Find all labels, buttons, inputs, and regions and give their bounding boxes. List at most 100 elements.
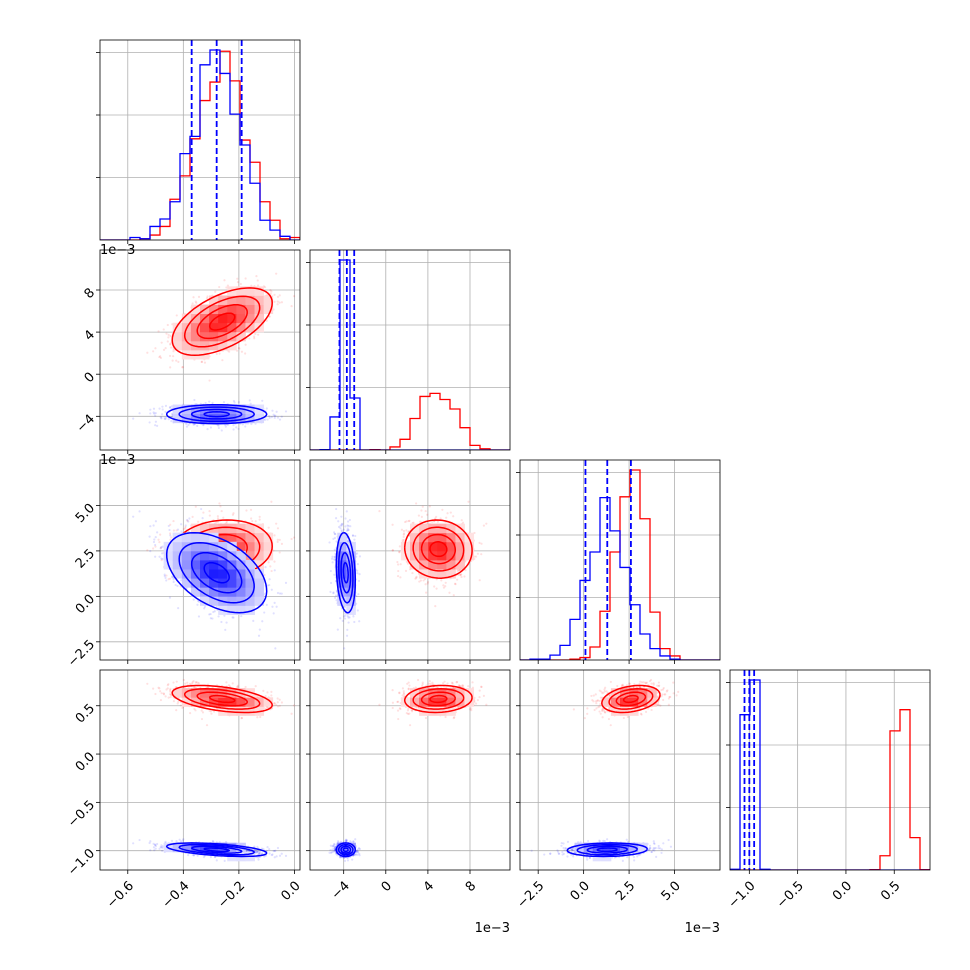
scatter-point bbox=[220, 429, 223, 432]
density-cell bbox=[190, 313, 201, 324]
scatter-point bbox=[270, 569, 273, 573]
density-cell bbox=[245, 413, 255, 424]
scatter-point bbox=[464, 569, 467, 572]
scatter-point bbox=[237, 427, 240, 431]
scatter-point bbox=[217, 426, 220, 430]
scatter-point bbox=[250, 517, 253, 520]
contour-series-1 bbox=[165, 403, 268, 425]
scatter-point bbox=[275, 605, 278, 608]
scatter-point bbox=[184, 524, 187, 527]
scatter-point bbox=[222, 516, 225, 519]
scatter-point bbox=[187, 423, 190, 427]
scatter-point bbox=[192, 423, 195, 426]
scatter-point bbox=[175, 359, 178, 362]
panel-content bbox=[100, 40, 300, 240]
scatter-point bbox=[414, 577, 417, 580]
density-cell bbox=[218, 340, 228, 351]
scatter-point bbox=[263, 611, 266, 614]
scatter-point bbox=[209, 617, 212, 620]
scatter-point bbox=[132, 417, 135, 420]
scatter-point bbox=[160, 557, 163, 560]
scatter-point bbox=[253, 335, 256, 338]
scatter-point bbox=[193, 423, 196, 426]
scatter-point bbox=[158, 555, 161, 558]
scatter-point bbox=[191, 302, 194, 305]
scatter-point bbox=[185, 425, 189, 428]
scatter-point bbox=[211, 617, 214, 620]
scatter-point bbox=[476, 552, 479, 555]
scatter-point bbox=[474, 555, 478, 558]
scatter-point bbox=[154, 347, 157, 350]
scatter-point bbox=[268, 583, 271, 587]
scatter-point bbox=[250, 422, 253, 426]
density-cell bbox=[218, 569, 228, 579]
scatter-point bbox=[206, 428, 209, 431]
scatter-point bbox=[398, 551, 401, 554]
density-cell bbox=[190, 578, 201, 588]
scatter-point bbox=[402, 535, 405, 539]
scatter-point bbox=[273, 414, 276, 418]
scatter-point bbox=[176, 584, 179, 588]
scatter-point bbox=[167, 418, 170, 421]
scatter-point bbox=[152, 350, 155, 353]
scatter-point bbox=[273, 416, 276, 419]
scatter-point bbox=[275, 272, 278, 275]
scatter-point bbox=[231, 616, 234, 619]
scatter-point bbox=[276, 416, 280, 419]
scatter-point bbox=[154, 414, 157, 417]
contour-series-0 bbox=[196, 303, 248, 340]
scatter-point bbox=[418, 520, 422, 523]
scatter-point bbox=[220, 620, 223, 624]
scatter-point bbox=[159, 533, 162, 536]
scatter-point bbox=[280, 542, 284, 545]
density-cell bbox=[227, 286, 237, 296]
density-cell bbox=[236, 605, 246, 615]
scatter-point bbox=[269, 289, 272, 292]
scatter-point bbox=[237, 521, 240, 524]
scatter-point bbox=[158, 407, 161, 410]
density-cell bbox=[245, 304, 255, 315]
density-cell bbox=[263, 541, 274, 552]
scatter-point bbox=[203, 607, 206, 610]
scatter-point bbox=[250, 284, 253, 287]
scatter-point bbox=[251, 519, 254, 523]
panel-content bbox=[310, 250, 510, 450]
scatter-point bbox=[257, 634, 261, 637]
scatter-point bbox=[270, 500, 273, 503]
scatter-point bbox=[245, 509, 248, 512]
y-offset-label: 1e−3 bbox=[100, 453, 135, 468]
scatter-point bbox=[268, 415, 271, 418]
scatter-point bbox=[200, 507, 203, 511]
scatter-point bbox=[159, 356, 163, 360]
scatter-point bbox=[171, 359, 174, 362]
scatter-point bbox=[419, 579, 423, 582]
scatter-point bbox=[164, 576, 167, 579]
density-cell bbox=[209, 596, 219, 606]
scatter-point bbox=[273, 560, 276, 563]
scatter-point bbox=[478, 579, 481, 582]
scatter-point bbox=[182, 527, 185, 531]
scatter-point bbox=[195, 301, 198, 304]
y-tick-label: 8 bbox=[82, 285, 98, 301]
scatter-point bbox=[424, 509, 427, 513]
density-cell bbox=[263, 532, 274, 543]
scatter-point bbox=[459, 569, 462, 572]
scatter-point bbox=[408, 519, 411, 522]
scatter-point bbox=[158, 355, 161, 359]
density-cell bbox=[227, 578, 237, 588]
contour-series-1 bbox=[178, 541, 255, 604]
scatter-point bbox=[271, 605, 274, 608]
scatter-point bbox=[148, 421, 151, 424]
scatter-point bbox=[415, 502, 418, 505]
scatter-point bbox=[152, 411, 155, 414]
scatter-point bbox=[335, 540, 338, 543]
scatter-point bbox=[439, 517, 442, 520]
scatter-point bbox=[273, 601, 276, 604]
scatter-point bbox=[306, 603, 308, 605]
scatter-point bbox=[160, 417, 163, 420]
scatter-point bbox=[157, 330, 160, 333]
scatter-point bbox=[255, 275, 258, 278]
scatter-point bbox=[391, 549, 394, 552]
panel-0-0 bbox=[96, 39, 301, 244]
scatter-point bbox=[266, 418, 269, 421]
